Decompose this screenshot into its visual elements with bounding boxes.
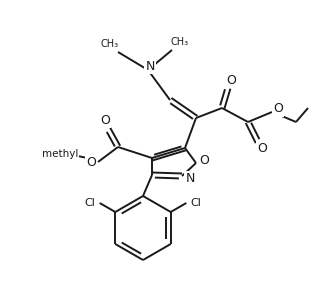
Text: CH₃: CH₃ [171,37,189,47]
Text: O: O [86,157,96,169]
Text: O: O [273,102,283,116]
Text: methyl: methyl [42,149,78,159]
Text: O: O [257,142,267,154]
Text: O: O [199,154,209,168]
Text: N: N [145,60,155,72]
Text: CH₃: CH₃ [101,39,119,49]
Text: Cl: Cl [84,198,95,208]
Text: O: O [226,74,236,86]
Text: Cl: Cl [191,198,202,208]
Text: O: O [100,114,110,126]
Text: N: N [185,171,195,185]
